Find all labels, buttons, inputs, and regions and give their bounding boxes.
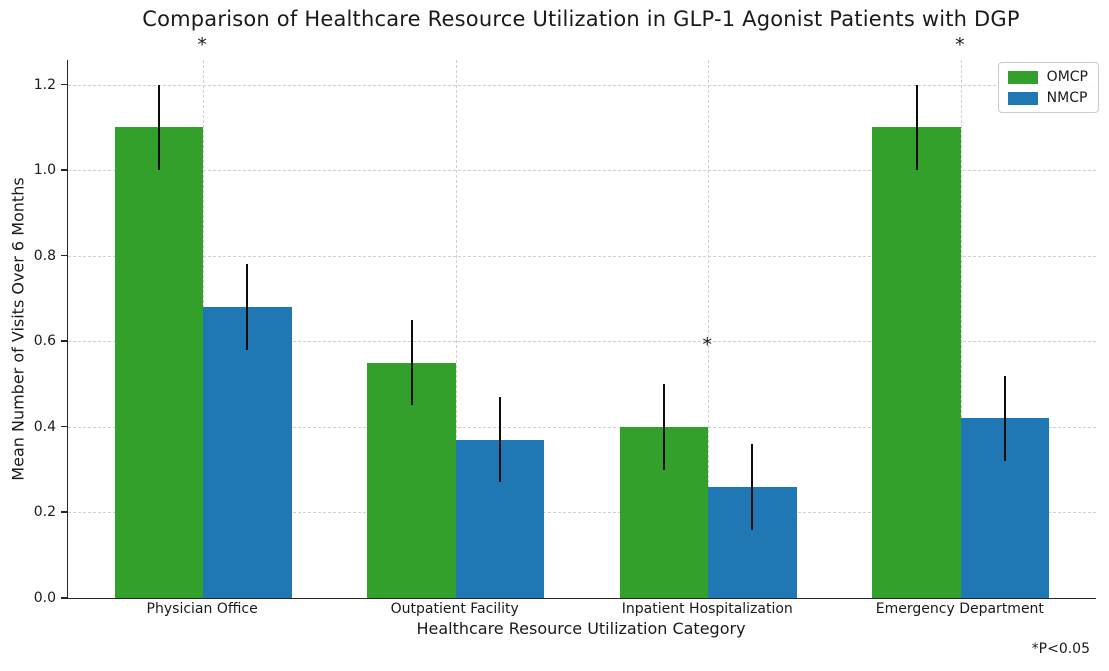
y-tick-label: 0.8 <box>33 247 56 264</box>
x-category-label-outpatient-facility: Outpatient Facility <box>390 601 519 617</box>
bar-omcp-physician-office <box>114 127 204 598</box>
plot-area <box>67 60 1096 599</box>
error-bar-omcp-physician-office <box>157 84 160 171</box>
legend-swatch-nmcp <box>1007 91 1038 105</box>
x-category-label-physician-office: Physician Office <box>146 601 258 617</box>
error-bar-omcp-inpatient-hospitalization <box>663 384 666 470</box>
gridline-horizontal <box>68 255 1096 257</box>
legend-label-omcp: OMCP <box>1046 69 1088 85</box>
x-category-label-inpatient-hospitalization: Inpatient Hospitalization <box>621 601 793 617</box>
y-axis-tick <box>61 83 67 86</box>
bar-nmcp-physician-office <box>203 307 292 598</box>
legend-swatch-omcp <box>1007 70 1038 84</box>
y-tick-label: 0.6 <box>33 333 56 350</box>
legend: OMCP NMCP <box>997 62 1099 113</box>
y-axis-tick <box>61 425 67 428</box>
y-tick-label: 1.2 <box>33 76 56 93</box>
error-bar-nmcp-outpatient-facility <box>498 396 501 483</box>
bar-omcp-emergency-department <box>872 127 961 598</box>
y-axis-tick <box>61 169 67 171</box>
gridline-vertical <box>708 60 710 598</box>
legend-label-nmcp: NMCP <box>1046 90 1088 106</box>
y-axis-tick <box>61 340 67 342</box>
y-tick-label: 0.0 <box>33 590 56 606</box>
y-tick-label: 0.2 <box>33 504 56 521</box>
gridline-vertical <box>455 60 457 598</box>
y-axis-tick <box>61 597 67 599</box>
y-tick-label: 0.4 <box>33 418 56 435</box>
significance-asterisk-emergency-department: * <box>955 34 965 57</box>
error-bar-omcp-outpatient-facility <box>410 319 413 406</box>
significance-asterisk-inpatient-hospitalization: * <box>702 333 713 356</box>
gridline-vertical <box>960 60 962 598</box>
y-axis-tick <box>61 254 67 257</box>
gridline-horizontal <box>68 512 1096 514</box>
legend-row-omcp: OMCP <box>1007 69 1088 85</box>
chart-title: Comparison of Healthcare Resource Utiliz… <box>142 7 1020 31</box>
gridline-horizontal <box>68 426 1096 428</box>
legend-row-nmcp: NMCP <box>1007 90 1088 106</box>
error-bar-nmcp-physician-office <box>246 264 249 350</box>
significance-footnote: *P<0.05 <box>1031 641 1090 657</box>
error-bar-nmcp-inpatient-hospitalization <box>751 444 754 530</box>
error-bar-nmcp-emergency-department <box>1004 375 1007 462</box>
significance-asterisk-physician-office: * <box>197 34 207 57</box>
error-bar-omcp-emergency-department <box>915 84 918 171</box>
y-axis-tick <box>61 511 67 514</box>
gridline-horizontal <box>68 170 1096 172</box>
y-tick-label: 1.0 <box>33 162 56 179</box>
gridline-horizontal <box>68 84 1096 86</box>
x-category-label-emergency-department: Emergency Department <box>875 601 1044 617</box>
x-axis-label: Healthcare Resource Utilization Category <box>416 619 746 638</box>
gridline-horizontal <box>68 341 1096 343</box>
